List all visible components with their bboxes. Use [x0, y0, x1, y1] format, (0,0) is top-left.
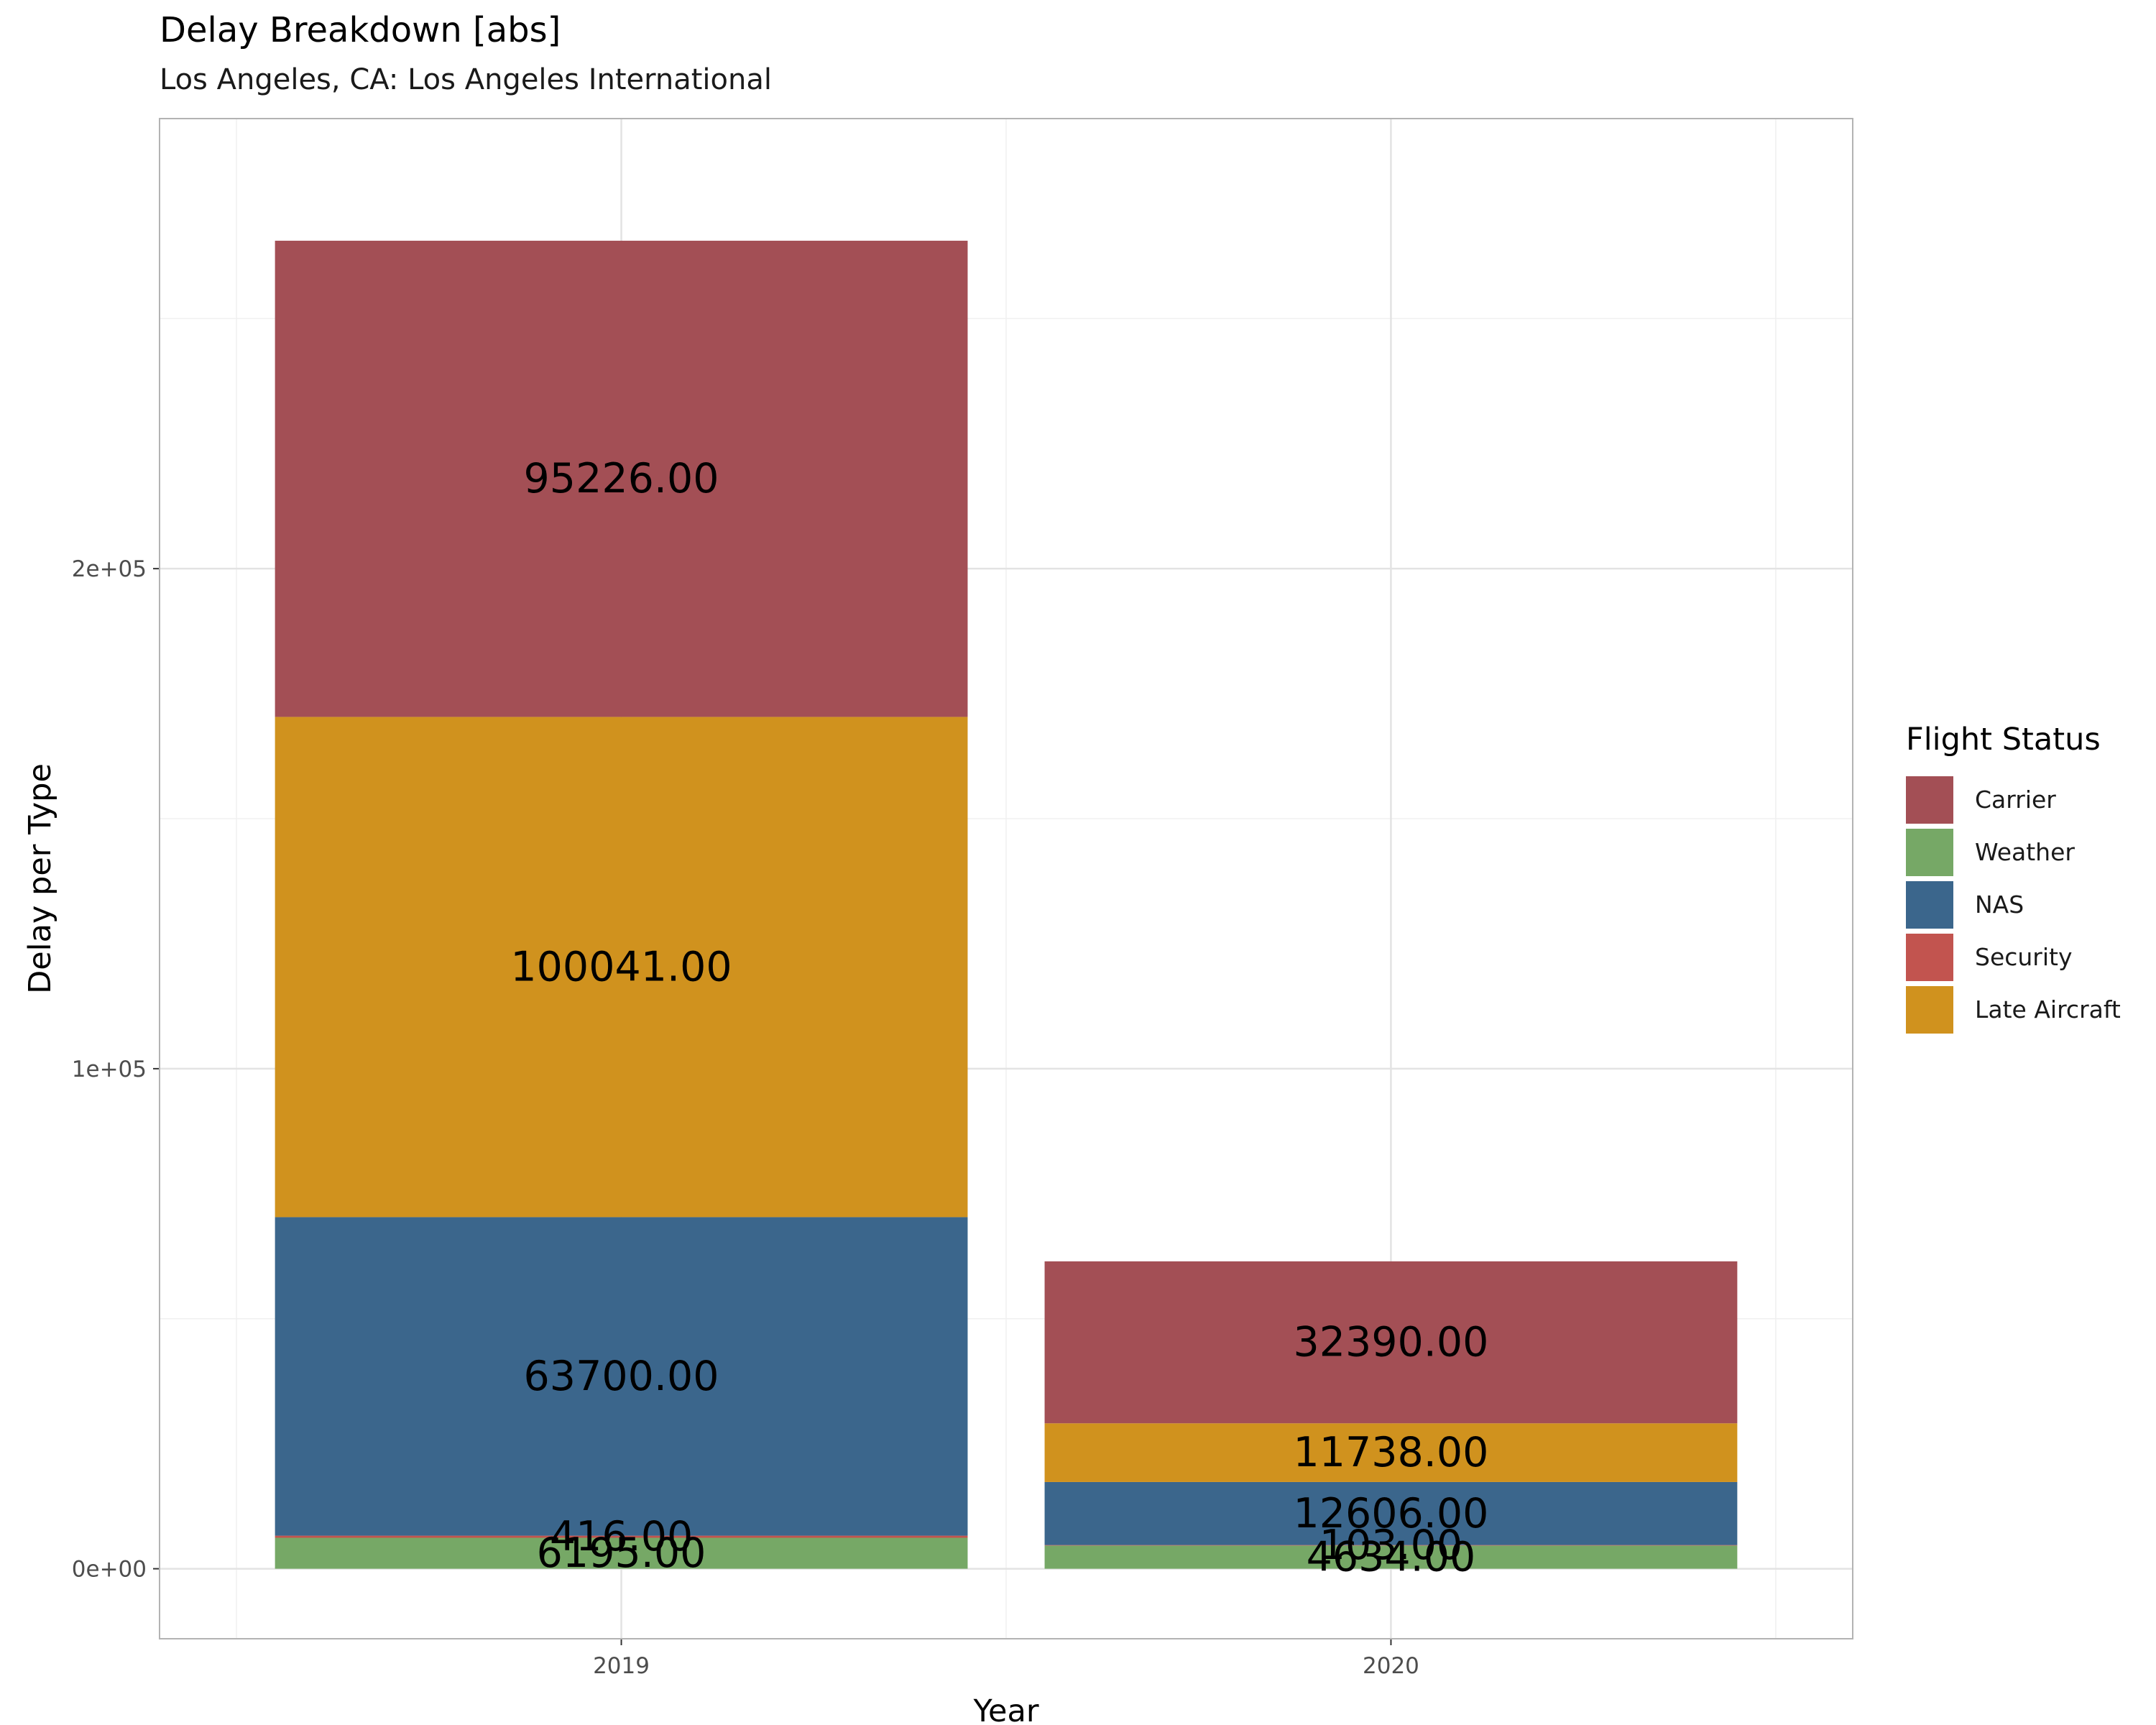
- legend-item-nas: NAS: [1906, 878, 2121, 931]
- legend-label: NAS: [1975, 891, 2024, 919]
- x-tick-label: 2020: [1363, 1653, 1419, 1679]
- y-tick-label: 2e+05: [72, 556, 147, 582]
- data-label: 95226.00: [524, 455, 719, 502]
- bar-segment-late-aircraft-2020: [1044, 1423, 1738, 1482]
- data-label: 12606.00: [1293, 1490, 1488, 1537]
- data-label: 6195.00: [537, 1530, 706, 1577]
- panel-border: [159, 118, 1853, 1639]
- legend-items: Carrier Weather NAS Security Late Aircraft: [1906, 773, 2121, 1036]
- x-axis-label: Year: [972, 1693, 1038, 1725]
- legend-item-late-aircraft: Late Aircraft: [1906, 983, 2121, 1036]
- x-tick-label: 2019: [593, 1653, 650, 1679]
- chart-subtitle: Los Angeles, CA: Los Angeles Internation…: [160, 63, 772, 96]
- data-label: 63700.00: [524, 1353, 719, 1400]
- legend-title: Flight Status: [1906, 722, 2101, 758]
- bars: [275, 240, 1738, 1569]
- bar-segment-carrier-2019: [275, 240, 968, 717]
- data-label: 32390.00: [1293, 1319, 1488, 1366]
- legend-item-security: Security: [1906, 931, 2121, 983]
- legend: Flight Status Carrier Weather NAS Security L…: [1906, 722, 2121, 1036]
- bar-segment-late-aircraft-2019: [275, 717, 968, 1218]
- y-axis-label: Delay per Type: [22, 763, 58, 994]
- y-tick-label: 0e+00: [72, 1557, 147, 1583]
- legend-key: [1906, 776, 1953, 824]
- bar-segment-security-2019: [275, 1535, 968, 1538]
- legend-key: [1906, 880, 1953, 929]
- bar-segment-carrier-2020: [1044, 1261, 1738, 1424]
- legend-key: [1906, 985, 1953, 1034]
- legend-label: Weather: [1975, 838, 2075, 866]
- data-label: 416.00: [550, 1513, 693, 1560]
- bar-segment-weather-2019: [275, 1537, 968, 1569]
- legend-item-carrier: Carrier: [1906, 773, 2121, 826]
- data-label: 103.00: [1319, 1522, 1462, 1569]
- legend-key: [1906, 933, 1953, 981]
- legend-key: [1906, 828, 1953, 876]
- data-label: 11738.00: [1293, 1429, 1488, 1476]
- y-tick-label: 1e+05: [72, 1057, 147, 1082]
- bar-segment-nas-2019: [275, 1217, 968, 1536]
- axes: 0e+00 1e+05 2e+05 2019 2020: [72, 556, 1419, 1679]
- data-label: 4634.00: [1307, 1533, 1476, 1581]
- data-label: 100041.00: [510, 943, 732, 990]
- legend-item-weather: Weather: [1906, 826, 2121, 878]
- legend-label: Late Aircraft: [1975, 995, 2121, 1024]
- chart-title: Delay Breakdown [abs]: [160, 10, 561, 50]
- legend-label: Carrier: [1975, 786, 2056, 814]
- bar-segment-weather-2020: [1044, 1545, 1738, 1569]
- bar-segment-security-2020: [1044, 1545, 1738, 1546]
- bar-segment-nas-2020: [1044, 1481, 1738, 1545]
- legend-label: Security: [1975, 943, 2073, 971]
